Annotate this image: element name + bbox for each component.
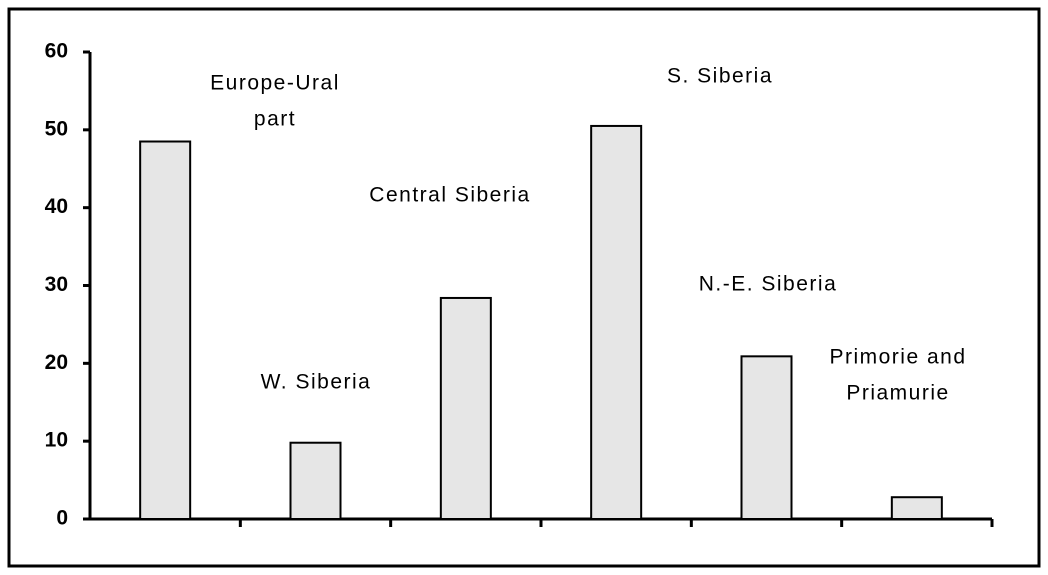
category-label: Priamurie (846, 382, 949, 405)
y-tick-label: 0 (56, 507, 68, 530)
category-label: Central Siberia (369, 184, 530, 207)
y-tick-label: 10 (45, 429, 68, 452)
bar (590, 124, 643, 520)
bar (439, 296, 492, 520)
category-label: S. Siberia (667, 65, 773, 88)
bar (139, 140, 192, 520)
category-label: Primorie and (829, 346, 966, 369)
y-tick-label: 40 (45, 195, 68, 218)
y-tick-label: 60 (45, 40, 68, 63)
category-label: N.-E. Siberia (699, 273, 838, 296)
category-label: part (254, 108, 296, 131)
y-tick-label: 30 (45, 273, 68, 296)
y-tick-label: 50 (45, 117, 68, 140)
y-tick-label: 20 (45, 351, 68, 374)
bar (289, 441, 342, 520)
bar (890, 496, 943, 520)
category-label: W. Siberia (261, 371, 372, 394)
category-label: Europe-Ural (210, 72, 340, 95)
bar (740, 355, 793, 520)
